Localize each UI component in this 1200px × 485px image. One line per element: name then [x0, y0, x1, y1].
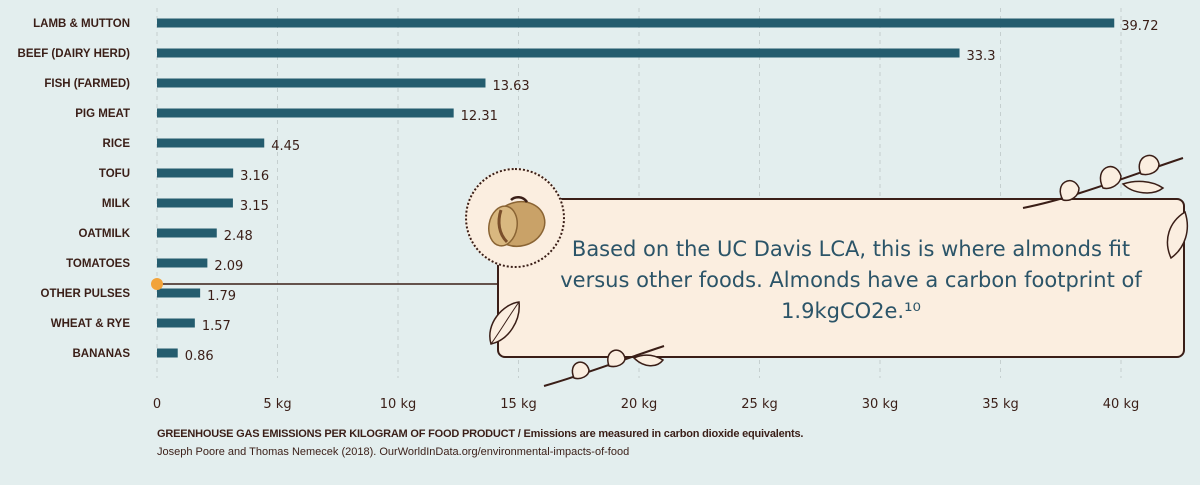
x-tick-label: 30 kg: [862, 397, 898, 412]
value-label: 2.48: [224, 229, 253, 244]
almond-marker-dot: [151, 278, 163, 290]
chart-footnote: GREENHOUSE GAS EMISSIONS PER KILOGRAM OF…: [157, 428, 804, 440]
bar: [157, 288, 201, 298]
category-label: TOFU: [99, 168, 130, 180]
x-axis-ticks: 0 5 kg 10 kg 15 kg 20 kg 25 kg 30 kg 35 kg 40 kg: [153, 397, 1139, 412]
category-label: RICE: [103, 138, 131, 150]
x-tick-label: 25 kg: [741, 397, 777, 412]
value-label: 3.16: [240, 169, 269, 184]
value-label: 12.31: [461, 109, 498, 124]
category-label: PIG MEAT: [75, 108, 130, 120]
value-label: 2.09: [214, 259, 243, 274]
bar: [157, 228, 217, 238]
x-tick-label: 35 kg: [982, 397, 1018, 412]
chart-source: Joseph Poore and Thomas Nemecek (2018). …: [157, 446, 630, 458]
chart-bars: [157, 18, 1115, 358]
value-label: 3.15: [240, 199, 269, 214]
category-label: OATMILK: [78, 228, 130, 240]
value-label: 1.57: [202, 319, 231, 334]
value-labels: 39.72 33.3 13.63 12.31 4.453.16 3.15 2.48 2.09 1…: [185, 19, 1159, 364]
category-label: FISH (FARMED): [44, 78, 130, 90]
x-tick-label: 10 kg: [380, 397, 416, 412]
leaf-icon-right: [1166, 210, 1189, 260]
category-labels: LAMB & MUTTON BEEF (DAIRY HERD) FISH (FARM…: [18, 18, 131, 360]
category-label: LAMB & MUTTON: [33, 18, 130, 30]
value-label: 33.3: [967, 49, 996, 64]
almond-callout: Based on the UC Davis LCA, this is where…: [489, 154, 1189, 387]
leaf-branch-icon-bottom: [543, 345, 665, 387]
category-label: BANANAS: [73, 348, 131, 360]
bar: [157, 318, 195, 328]
x-tick-label: 20 kg: [621, 397, 657, 412]
bar: [157, 138, 265, 148]
almond-marker: [151, 278, 500, 290]
bar: [157, 48, 960, 58]
category-label: OTHER PULSES: [41, 288, 131, 300]
bar: [157, 198, 233, 208]
bar: [157, 168, 234, 178]
value-label: 4.45: [271, 139, 300, 154]
category-label: TOMATOES: [66, 258, 130, 270]
x-tick-label: 15 kg: [500, 397, 536, 412]
almond-image: [465, 168, 565, 268]
bar: [157, 108, 454, 118]
category-label: WHEAT & RYE: [51, 318, 131, 330]
value-label: 0.86: [185, 349, 214, 364]
category-label: BEEF (DAIRY HERD): [18, 48, 131, 60]
bar: [157, 78, 486, 88]
callout-text: Based on the UC Davis LCA, this is where…: [560, 237, 1142, 323]
value-label: 1.79: [207, 289, 236, 304]
leaf-branch-icon: [1022, 154, 1184, 209]
x-tick-label: 5 kg: [263, 397, 291, 412]
value-label: 39.72: [1121, 19, 1158, 34]
category-label: MILK: [102, 198, 131, 210]
bar: [157, 258, 208, 268]
x-tick-label: 40 kg: [1103, 397, 1139, 412]
bar: [157, 18, 1115, 28]
x-tick-label: 0: [153, 397, 161, 412]
bar: [157, 348, 178, 358]
value-label: 13.63: [492, 79, 529, 94]
almond-icon: [488, 196, 546, 248]
bar-chart: LAMB & MUTTON BEEF (DAIRY HERD) FISH (FARM…: [18, 8, 1159, 412]
leaf-icon-left: [489, 301, 520, 345]
